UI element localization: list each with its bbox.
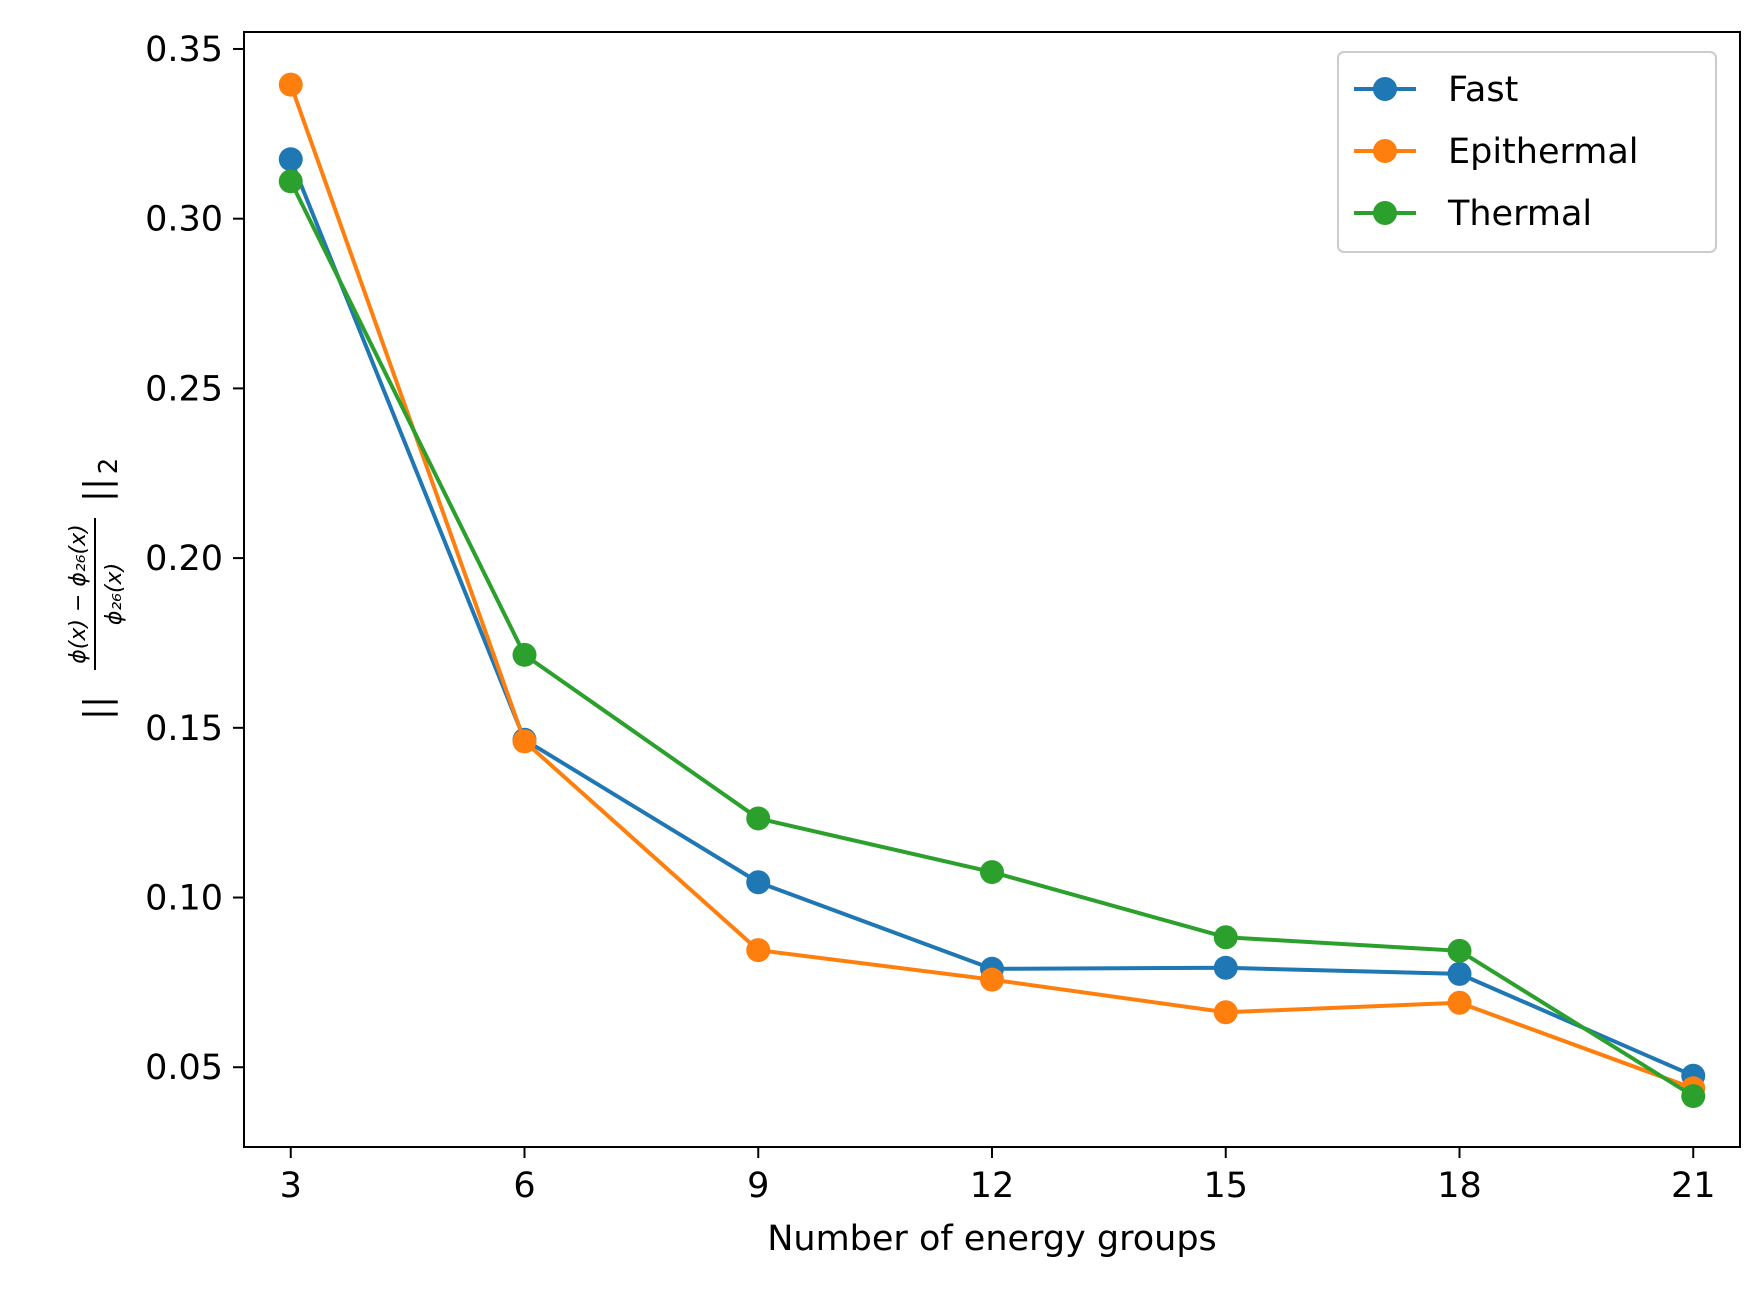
y-axis-label: || ϕ(x) − ϕ₂₆(x) ϕ₂₆(x) || 2 <box>66 458 127 720</box>
y-tick-label: 0.35 <box>145 30 223 70</box>
data-point <box>1213 925 1238 950</box>
data-point <box>746 870 771 895</box>
svg-text:2: 2 <box>94 458 124 475</box>
svg-text:ϕ₂₆(x): ϕ₂₆(x) <box>102 563 127 625</box>
y-axis: 0.05 0.10 0.15 0.20 0.25 0.30 0.35 <box>145 30 244 1088</box>
y-tick-label: 0.20 <box>145 539 223 579</box>
series-thermal <box>278 169 1706 1109</box>
data-point <box>278 147 303 172</box>
svg-text:ϕ(x) − ϕ₂₆(x): ϕ(x) − ϕ₂₆(x) <box>66 524 91 663</box>
legend-box <box>1337 51 1717 253</box>
x-tick-label: 6 <box>513 1166 535 1206</box>
x-axis-label: Number of energy groups <box>767 1219 1217 1259</box>
legend-marker <box>1373 201 1397 225</box>
series-layer <box>278 72 1706 1109</box>
legend-label: Epithermal <box>1448 132 1639 172</box>
data-point <box>980 860 1004 885</box>
y-tick-label: 0.05 <box>145 1048 223 1088</box>
data-point <box>1447 938 1472 963</box>
x-tick-label: 15 <box>1203 1166 1248 1206</box>
y-tick-label: 0.10 <box>145 879 223 919</box>
data-point <box>746 806 771 831</box>
x-tick-label: 3 <box>280 1166 302 1206</box>
legend-marker <box>1373 139 1397 163</box>
data-point <box>1213 1000 1238 1025</box>
data-point <box>512 729 537 754</box>
legend-item-thermal: Thermal <box>1354 194 1592 234</box>
legend-item-fast: Fast <box>1354 70 1518 110</box>
x-tick-label: 18 <box>1437 1166 1482 1206</box>
legend-item-epithermal: Epithermal <box>1354 132 1639 172</box>
legend-label: Fast <box>1448 70 1518 110</box>
x-tick-label: 12 <box>970 1166 1015 1206</box>
x-tick-label: 9 <box>747 1166 769 1206</box>
data-point <box>278 169 303 194</box>
svg-text:||: || <box>77 478 118 502</box>
legend: Fast Epithermal Thermal <box>1337 51 1717 253</box>
data-point <box>1447 990 1472 1015</box>
y-tick-label: 0.30 <box>145 200 223 240</box>
y-tick-label: 0.25 <box>145 369 223 409</box>
series-epithermal <box>278 72 1706 1101</box>
data-point <box>980 967 1004 992</box>
data-point <box>1213 955 1238 980</box>
legend-marker <box>1373 77 1397 101</box>
data-point <box>512 642 537 667</box>
legend-label: Thermal <box>1447 194 1592 234</box>
y-tick-label: 0.15 <box>145 709 223 749</box>
data-point <box>278 72 303 97</box>
data-point <box>746 938 771 963</box>
data-point <box>1447 961 1472 986</box>
data-point <box>1681 1084 1706 1109</box>
svg-text:||: || <box>77 696 118 720</box>
x-tick-label: 21 <box>1671 1166 1716 1206</box>
x-axis: 3 6 9 12 15 18 21 <box>280 1147 1716 1206</box>
